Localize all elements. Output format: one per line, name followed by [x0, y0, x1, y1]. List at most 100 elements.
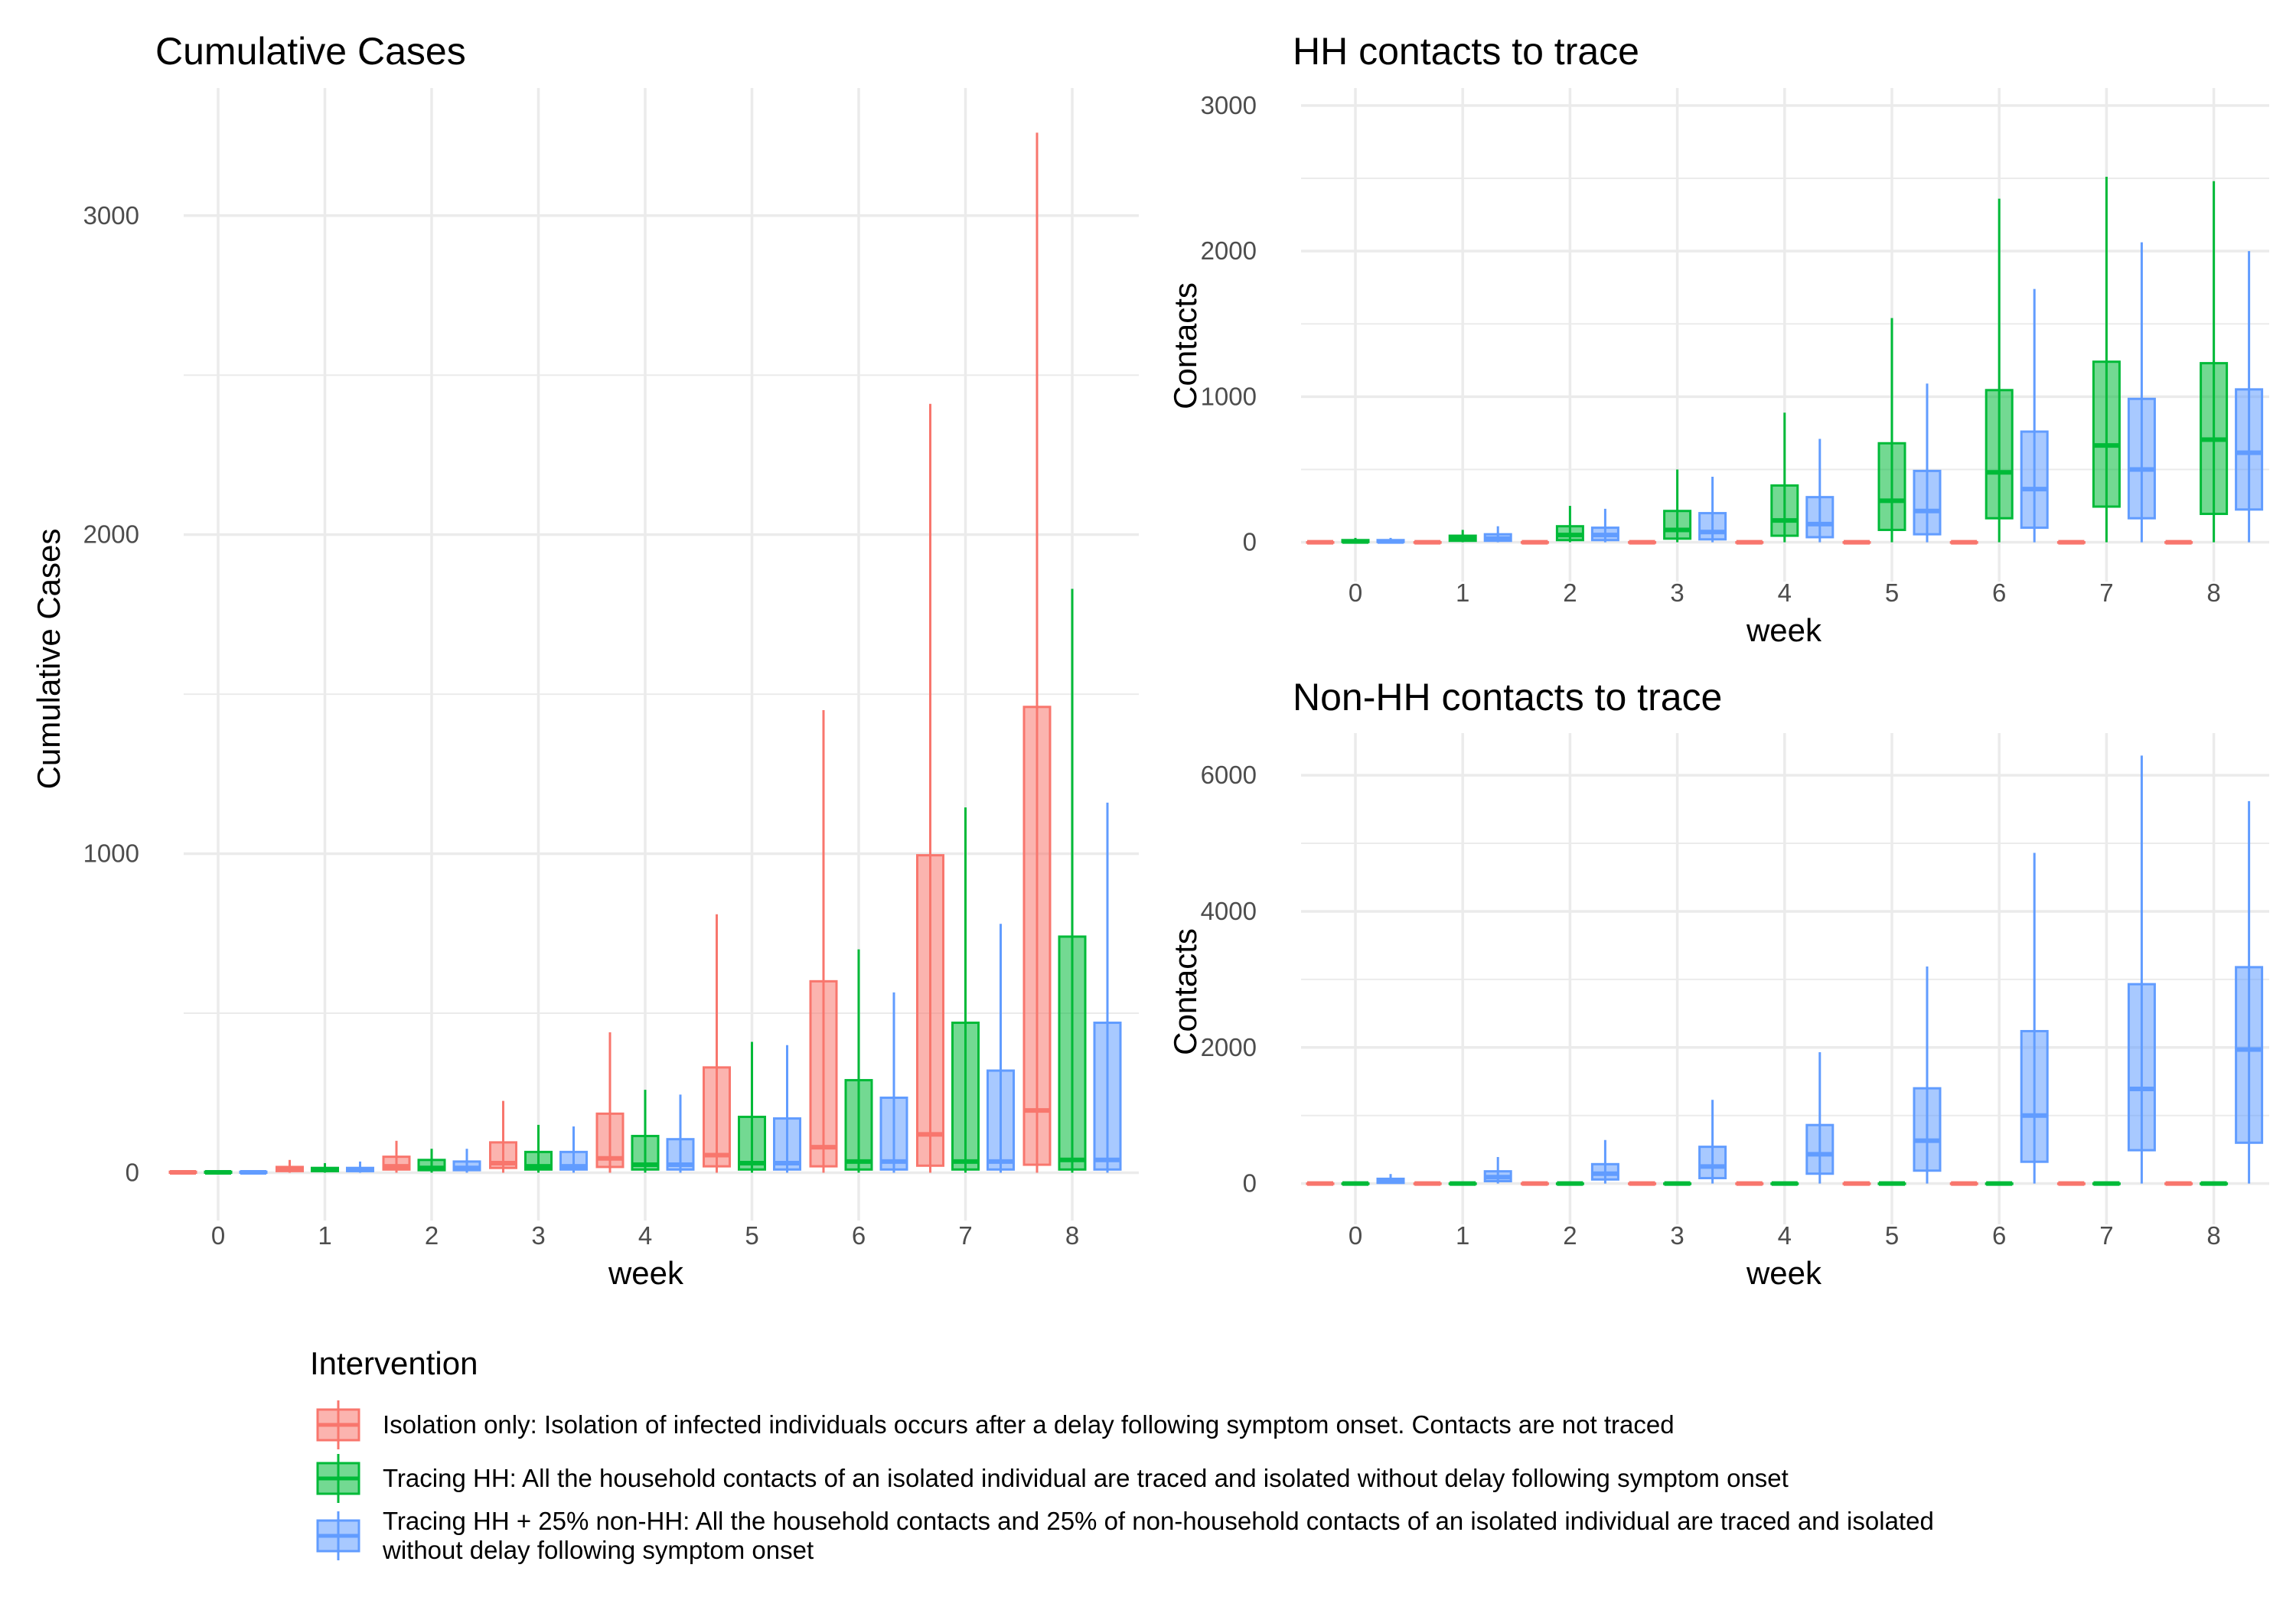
- box-tracing_hh_nonhh-week-4: [1805, 1052, 1835, 1184]
- x-tick-label: 0: [1349, 579, 1362, 607]
- box-tracing_hh-week-3: [524, 1124, 553, 1173]
- legend-item-tracing_hh: Tracing HH: All the household contacts o…: [316, 1454, 1789, 1503]
- box-body: [1805, 496, 1835, 539]
- box-isolation-week-2: [1520, 1181, 1549, 1186]
- box-tracing_hh_nonhh-week-8: [2235, 800, 2264, 1184]
- box-body: [951, 1022, 980, 1171]
- box-isolation-week-6: [809, 709, 838, 1173]
- box-body: [2127, 397, 2156, 520]
- box-tracing_hh-week-1: [311, 1162, 339, 1173]
- y-tick-label: 1000: [1201, 382, 1257, 410]
- box-tracing_hh-week-2: [1555, 506, 1584, 543]
- box-tracing_hh_nonhh-week-1: [1483, 1156, 1512, 1184]
- y-axis-title: Cumulative Cases: [31, 529, 67, 790]
- box-tracing_hh_nonhh-week-3: [1698, 477, 1727, 543]
- box-body: [1663, 510, 1692, 540]
- box-isolation-week-7: [2056, 1181, 2086, 1186]
- box-tracing_hh-week-3: [1663, 469, 1692, 543]
- box-body: [738, 1116, 766, 1171]
- box-body: [2127, 983, 2156, 1152]
- box-isolation-week-6: [1949, 1181, 1978, 1186]
- box-tracing_hh_nonhh-week-4: [1805, 438, 1835, 543]
- box-body: [1770, 484, 1799, 537]
- box-body: [2092, 360, 2121, 508]
- y-tick-label: 0: [1243, 528, 1257, 556]
- box-body: [1913, 1087, 1942, 1172]
- x-axis-title: week: [1746, 1255, 1822, 1291]
- box-isolation-week-7: [916, 403, 944, 1173]
- box-tracing_hh_nonhh-week-5: [1913, 966, 1942, 1184]
- box-isolation-week-3: [1628, 1181, 1657, 1186]
- box-isolation-week-5: [1842, 1181, 1871, 1186]
- box-tracing_hh_nonhh-week-0: [1376, 1174, 1405, 1185]
- box-tracing_hh-week-7: [2092, 1181, 2121, 1186]
- box-tracing_hh-week-2: [1555, 1181, 1584, 1186]
- x-tick-label: 7: [958, 1221, 972, 1250]
- box-tracing_hh-week-5: [1877, 1181, 1906, 1186]
- box-tracing_hh_nonhh-week-0: [239, 1170, 268, 1175]
- box-isolation-week-0: [168, 1170, 197, 1175]
- box-body: [2235, 388, 2264, 511]
- box-tracing_hh_nonhh-week-2: [1590, 508, 1619, 543]
- x-axis-title: week: [1746, 612, 1822, 648]
- box-body: [844, 1079, 873, 1171]
- legend-label: Tracing HH + 25% non-HH: All the househo…: [383, 1507, 1934, 1535]
- y-tick-label: 2000: [1201, 1033, 1257, 1061]
- box-tracing_hh_nonhh-week-5: [773, 1045, 801, 1173]
- box-tracing_hh-week-5: [738, 1041, 766, 1173]
- legend-label: without delay following symptom onset: [382, 1536, 814, 1564]
- y-tick-label: 1000: [83, 839, 139, 868]
- x-tick-label: 7: [2099, 1221, 2113, 1250]
- box-tracing_hh-week-4: [1770, 1181, 1799, 1186]
- box-tracing_hh_nonhh-week-2: [452, 1149, 481, 1173]
- x-tick-label: 0: [1349, 1221, 1362, 1250]
- box-isolation-week-8: [1022, 132, 1052, 1173]
- x-tick-label: 5: [1885, 1221, 1899, 1250]
- box-body: [916, 854, 944, 1167]
- box-tracing_hh_nonhh-week-6: [879, 992, 908, 1173]
- box-body: [2020, 1029, 2049, 1163]
- y-axis-title: Contacts: [1167, 928, 1203, 1055]
- box-isolation-week-5: [703, 914, 731, 1173]
- x-tick-label: 2: [425, 1221, 439, 1250]
- x-tick-label: 2: [1563, 1221, 1577, 1250]
- box-tracing_hh-week-2: [417, 1149, 446, 1173]
- box-tracing_hh_nonhh-week-1: [1483, 526, 1512, 543]
- x-tick-label: 0: [211, 1221, 225, 1250]
- box-tracing_hh-week-1: [1448, 530, 1477, 543]
- box-body: [1805, 1123, 1835, 1175]
- box-tracing_hh_nonhh-week-8: [1093, 802, 1122, 1173]
- box-tracing_hh_nonhh-week-7: [987, 924, 1015, 1173]
- x-tick-label: 5: [745, 1221, 758, 1250]
- x-tick-label: 8: [1065, 1221, 1079, 1250]
- box-body: [1698, 1146, 1727, 1180]
- box-body: [1022, 706, 1052, 1166]
- x-tick-label: 6: [852, 1221, 866, 1250]
- box-tracing_hh-week-6: [1985, 1181, 2014, 1186]
- box-isolation-week-1: [1413, 1181, 1442, 1186]
- box-tracing_hh-week-8: [2200, 181, 2229, 543]
- box-tracing_hh-week-7: [951, 807, 980, 1173]
- panel-title: HH contacts to trace: [1293, 30, 1639, 73]
- box-tracing_hh_nonhh-week-6: [2020, 852, 2049, 1184]
- box-body: [809, 980, 838, 1168]
- y-tick-label: 3000: [1201, 91, 1257, 119]
- legend-key-isolation: [316, 1400, 360, 1449]
- box-tracing_hh_nonhh-week-7: [2127, 755, 2156, 1184]
- x-tick-label: 6: [1992, 1221, 2006, 1250]
- box-body: [1877, 442, 1906, 531]
- panel-title: Non-HH contacts to trace: [1293, 676, 1722, 719]
- box-tracing_hh-week-8: [1058, 588, 1087, 1173]
- panel-title: Cumulative Cases: [155, 30, 466, 73]
- x-tick-label: 4: [638, 1221, 652, 1250]
- x-tick-label: 3: [1670, 579, 1684, 607]
- x-tick-label: 1: [1456, 579, 1469, 607]
- box-tracing_hh_nonhh-week-2: [1590, 1139, 1619, 1184]
- box-body: [2235, 966, 2264, 1144]
- box-tracing_hh_nonhh-week-7: [2127, 242, 2156, 543]
- box-tracing_hh-week-8: [2200, 1181, 2229, 1186]
- x-tick-label: 7: [2099, 579, 2113, 607]
- box-tracing_hh_nonhh-week-5: [1913, 383, 1942, 543]
- y-tick-label: 0: [126, 1158, 139, 1186]
- x-tick-label: 5: [1885, 579, 1899, 607]
